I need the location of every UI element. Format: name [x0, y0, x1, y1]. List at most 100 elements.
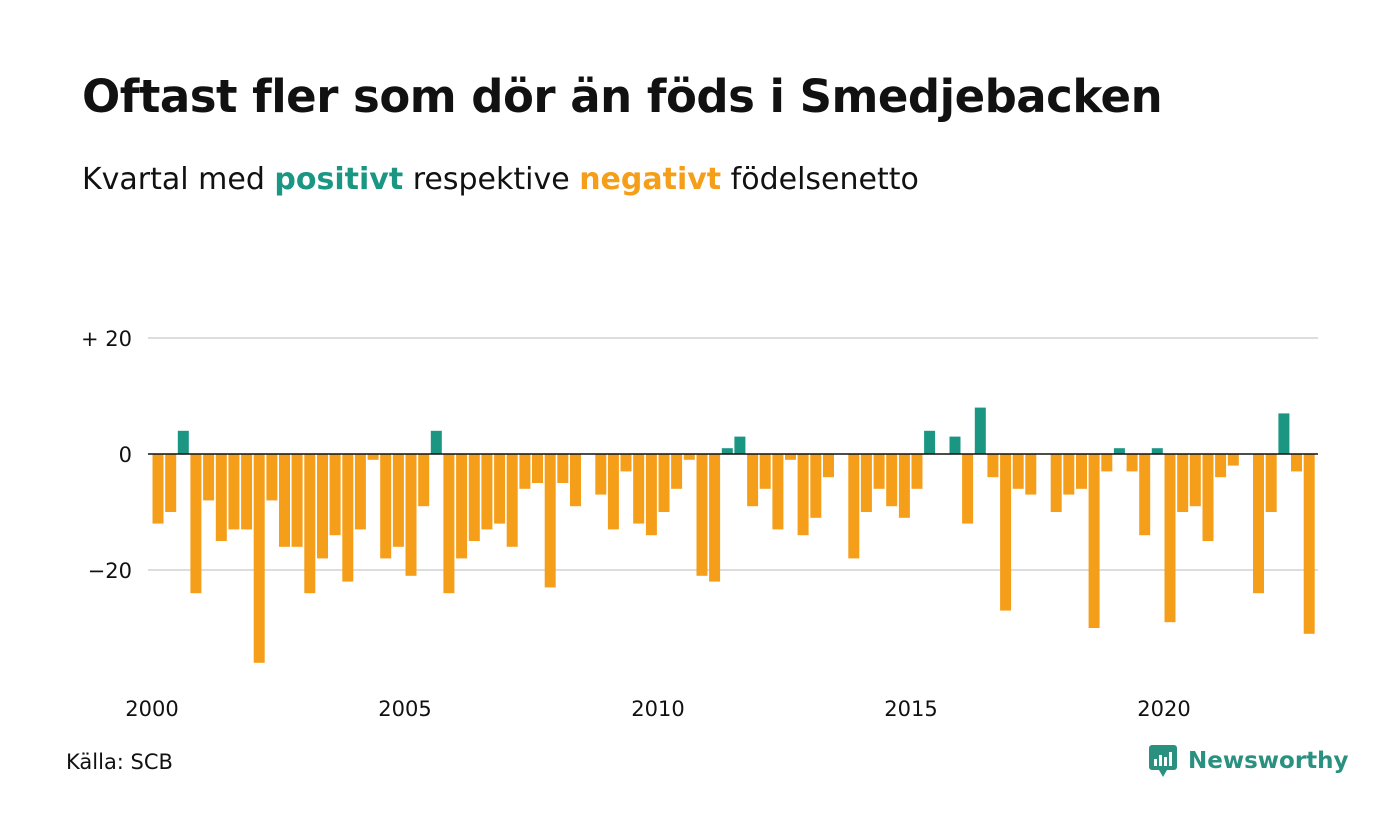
subtitle-negative-word: negativt [579, 162, 722, 197]
bar [785, 454, 796, 460]
bar [291, 454, 303, 547]
bar [317, 454, 328, 559]
bar [658, 454, 670, 512]
bar [506, 454, 518, 547]
bar [481, 454, 493, 530]
bar [1151, 448, 1163, 454]
bar [279, 454, 290, 547]
bar [1291, 454, 1302, 472]
bar [1076, 454, 1087, 489]
bar [1063, 454, 1075, 495]
bar [759, 454, 771, 489]
bar [709, 454, 721, 582]
bar [911, 454, 923, 489]
bar [962, 454, 974, 524]
bar [949, 436, 961, 454]
bar [1177, 454, 1189, 512]
bar [898, 454, 910, 518]
bar [203, 454, 215, 501]
bar [860, 454, 872, 512]
chart-subtitle: Kvartal med positivt respektive negativt… [82, 162, 919, 197]
bar [1189, 454, 1201, 507]
bar [1215, 454, 1227, 478]
bar [974, 407, 986, 454]
newsworthy-logo-icon [1149, 745, 1177, 777]
bar-chart: + 20 0 −20 2000 2005 2010 2015 2020 [81, 327, 1318, 721]
bar [987, 454, 999, 478]
brand-name: Newsworthy [1188, 748, 1349, 774]
bar [645, 454, 657, 536]
y-tick-label: −20 [88, 559, 132, 583]
bar [380, 454, 392, 559]
bar [177, 430, 189, 454]
bar [519, 454, 531, 489]
bar [1050, 454, 1062, 512]
chart-title: Oftast fler som dör än föds i Smedjeback… [82, 70, 1163, 123]
x-tick-label: 2010 [631, 697, 684, 721]
bar [873, 454, 885, 489]
bar [215, 454, 227, 541]
bar [671, 454, 683, 489]
bar [253, 454, 265, 663]
bar [1000, 454, 1012, 611]
bar [721, 448, 733, 454]
bar [1253, 454, 1264, 594]
subtitle-prefix: Kvartal med [82, 162, 275, 197]
bar [392, 454, 404, 547]
bar [1088, 454, 1100, 628]
bar [734, 436, 746, 454]
bar [367, 454, 379, 460]
bar [1265, 454, 1277, 512]
bar [1126, 454, 1138, 472]
x-tick-label: 2020 [1137, 697, 1190, 721]
bar [443, 454, 455, 594]
bar [810, 454, 822, 518]
x-tick-label: 2015 [884, 697, 937, 721]
bar [747, 454, 759, 507]
bar [1202, 454, 1214, 541]
x-tick-label: 2005 [378, 697, 431, 721]
bar [342, 454, 354, 582]
source-note: Källa: SCB [66, 750, 173, 774]
bar [494, 454, 506, 524]
bar [1101, 454, 1113, 472]
bar [544, 454, 556, 588]
bar [1164, 454, 1176, 623]
bar [329, 454, 341, 536]
bar [696, 454, 708, 576]
bar [924, 430, 936, 454]
bar [595, 454, 607, 495]
bar [1227, 454, 1239, 466]
bar [823, 454, 834, 478]
y-tick-label: + 20 [81, 327, 132, 351]
bar [228, 454, 240, 530]
bar [304, 454, 316, 594]
bar [430, 430, 442, 454]
bar [797, 454, 809, 536]
bar [1278, 413, 1290, 454]
bar [241, 454, 253, 530]
bar [1303, 454, 1315, 634]
bar [1139, 454, 1151, 536]
bar [1113, 448, 1125, 454]
bar [620, 454, 632, 472]
bar [1012, 454, 1024, 489]
subtitle-positive-word: positivt [274, 162, 404, 197]
subtitle-middle: respektive [403, 162, 580, 197]
bar [418, 454, 430, 507]
bar [683, 454, 695, 460]
bar [405, 454, 417, 576]
y-tick-label: 0 [119, 443, 132, 467]
bar [557, 454, 569, 483]
bar-layer [152, 407, 1315, 663]
bar [468, 454, 480, 541]
bar [570, 454, 581, 507]
bar [1025, 454, 1037, 495]
bar [190, 454, 202, 594]
bar [633, 454, 645, 524]
bar [532, 454, 543, 483]
bar [354, 454, 366, 530]
bar [456, 454, 468, 559]
bar [165, 454, 177, 512]
brand-logo: Newsworthy [1148, 744, 1349, 778]
